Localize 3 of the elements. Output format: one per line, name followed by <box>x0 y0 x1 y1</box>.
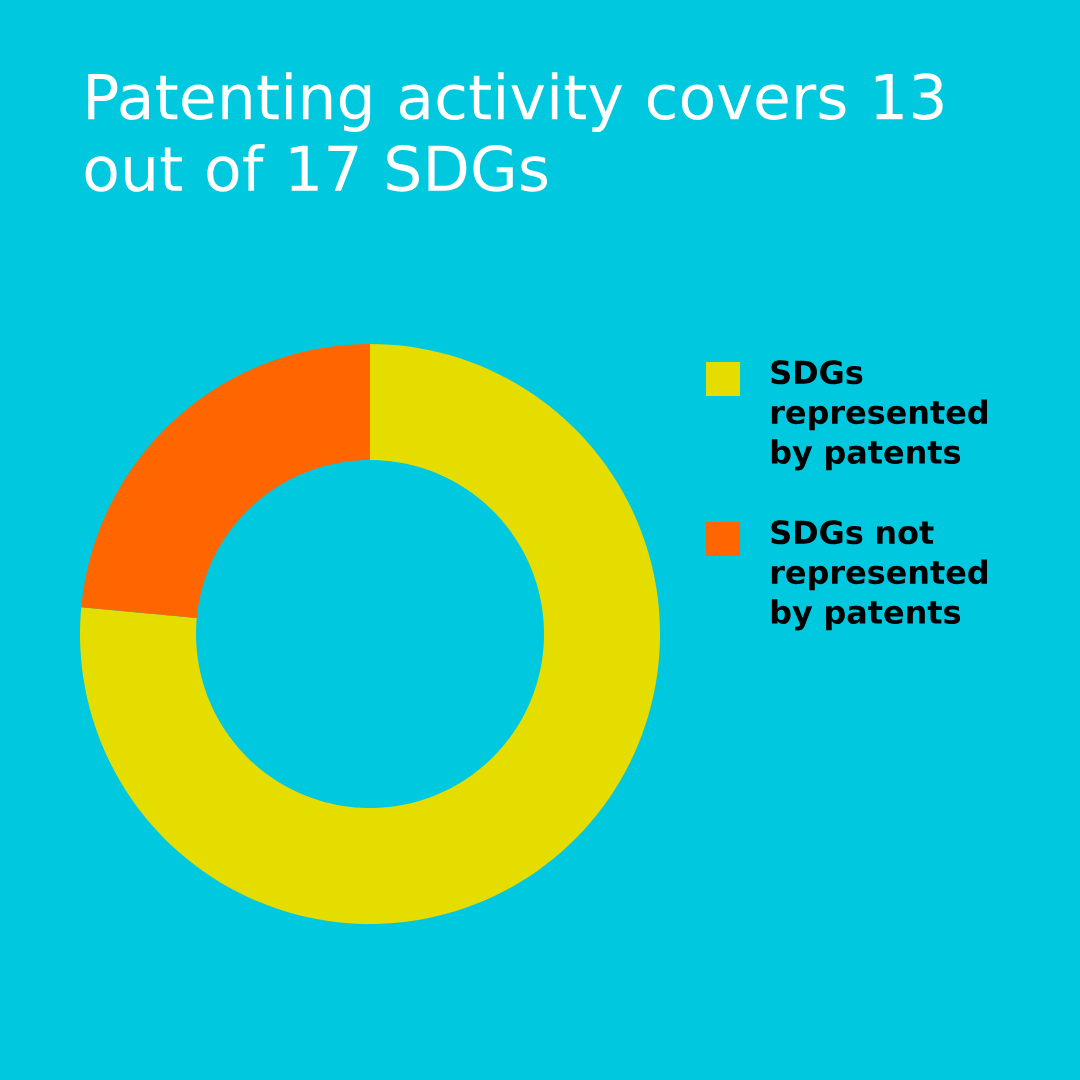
legend-label: SDGs not represented by patents <box>771 520 987 631</box>
legend-label: SDGs represented by patents <box>771 360 987 471</box>
chart-title: Patenting activity covers 13 out of 17 SDGs <box>85 72 943 192</box>
